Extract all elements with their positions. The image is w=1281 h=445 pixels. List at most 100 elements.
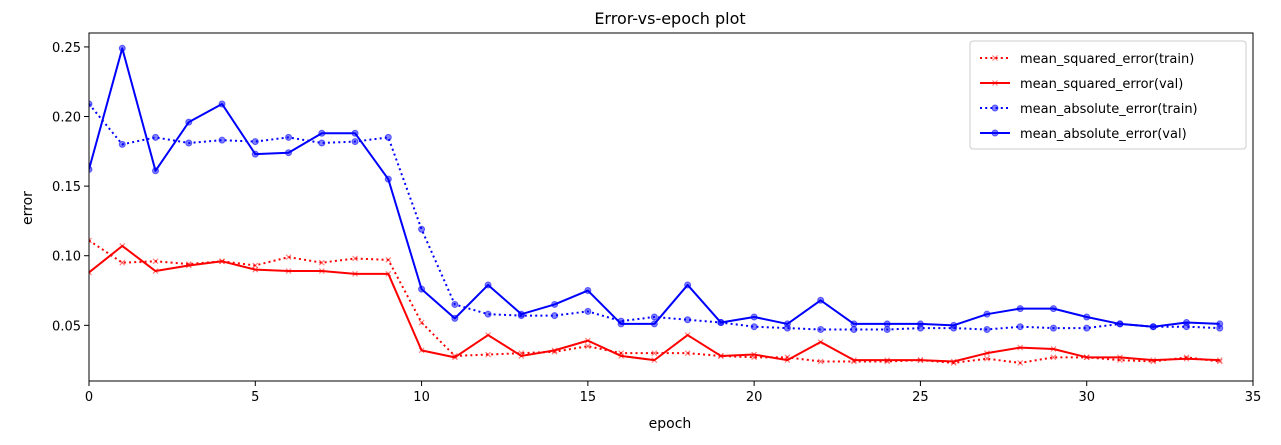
data-point (1049, 324, 1057, 332)
data-point (384, 133, 392, 141)
data-point (717, 353, 724, 359)
data-point (89, 100, 93, 108)
legend-marker (992, 80, 998, 86)
plot-frame (88, 32, 1254, 382)
data-point (152, 167, 160, 175)
data-point (218, 136, 226, 144)
data-point (251, 138, 259, 146)
data-point (684, 281, 692, 289)
data-point (1083, 313, 1091, 321)
data-point (1049, 305, 1057, 313)
x-tick-label: 5 (251, 390, 259, 405)
data-point (118, 44, 126, 52)
data-point (351, 138, 359, 146)
data-point (1016, 323, 1024, 331)
data-point (684, 316, 692, 324)
data-point (551, 312, 559, 320)
data-point (385, 256, 392, 263)
data-point (551, 300, 559, 308)
legend-label: mean_absolute_error(val) (1020, 127, 1187, 142)
data-point (119, 259, 126, 266)
legend-marker (991, 129, 999, 137)
data-point (717, 319, 725, 327)
data-point (1150, 357, 1157, 364)
data-point (451, 314, 459, 322)
legend-entry: mean_absolute_error(train) (980, 102, 1198, 117)
x-axis-label: epoch (649, 416, 692, 432)
data-point (451, 354, 458, 361)
y-axis-label: error (20, 191, 36, 225)
data-point (1083, 354, 1090, 361)
data-point (351, 129, 359, 137)
data-point (983, 310, 991, 318)
x-tick-label: 20 (746, 390, 763, 405)
data-point (285, 268, 292, 274)
data-point (185, 262, 192, 269)
data-point (684, 332, 691, 338)
series-1 (89, 243, 1223, 365)
data-point (817, 325, 825, 333)
x-tick-label: 30 (1078, 390, 1095, 405)
x-tick-label: 25 (912, 390, 929, 405)
data-point (185, 118, 193, 126)
data-point (783, 320, 791, 328)
legend-label: mean_squared_error(train) (1020, 52, 1194, 67)
data-point (584, 287, 592, 295)
data-point (584, 307, 592, 315)
data-point (285, 149, 293, 157)
data-point (119, 243, 126, 249)
data-point (584, 343, 591, 350)
data-point (218, 100, 226, 108)
data-point (418, 319, 425, 326)
data-point (618, 353, 625, 359)
data-point (1050, 354, 1057, 361)
data-point (318, 259, 325, 266)
data-point (185, 139, 193, 147)
legend-marker (991, 104, 999, 112)
data-point (984, 350, 990, 357)
data-point (817, 339, 824, 345)
data-point (252, 266, 259, 273)
data-point (89, 269, 92, 276)
data-point (152, 258, 159, 265)
data-point (384, 175, 392, 183)
data-point (1083, 324, 1091, 332)
y-tick-label: 0.05 (52, 319, 81, 334)
data-point (984, 355, 990, 362)
data-point (485, 332, 492, 338)
y-tick-label: 0.15 (52, 180, 81, 195)
data-point (118, 140, 126, 148)
data-point (784, 357, 791, 364)
data-point (385, 270, 392, 277)
data-point (1183, 355, 1190, 362)
data-point (1017, 359, 1024, 366)
data-point (517, 310, 525, 318)
data-point (850, 357, 857, 364)
data-point (650, 313, 658, 321)
data-point (318, 129, 326, 137)
plot-area (89, 44, 1224, 366)
data-point (850, 320, 858, 328)
data-point (485, 351, 492, 358)
y-axis: 0.05 0.10 0.15 0.20 0.25 (52, 41, 89, 334)
data-point (750, 323, 758, 331)
data-point (1182, 319, 1190, 327)
data-point (518, 353, 525, 359)
legend-label: mean_squared_error(val) (1020, 77, 1183, 92)
data-point (484, 310, 492, 318)
x-tick-label: 0 (85, 390, 93, 405)
legend-box (969, 40, 1247, 150)
data-point (751, 351, 758, 358)
chart-title: Error-vs-epoch plot (594, 9, 745, 28)
data-point (750, 313, 758, 321)
data-point (651, 357, 658, 364)
data-point (817, 358, 824, 365)
series-3 (89, 44, 1224, 331)
data-point (219, 258, 225, 265)
data-point (983, 325, 991, 333)
data-point (950, 358, 957, 365)
y-tick-label: 0.25 (52, 41, 81, 56)
data-point (89, 237, 92, 244)
data-point (1117, 354, 1123, 361)
